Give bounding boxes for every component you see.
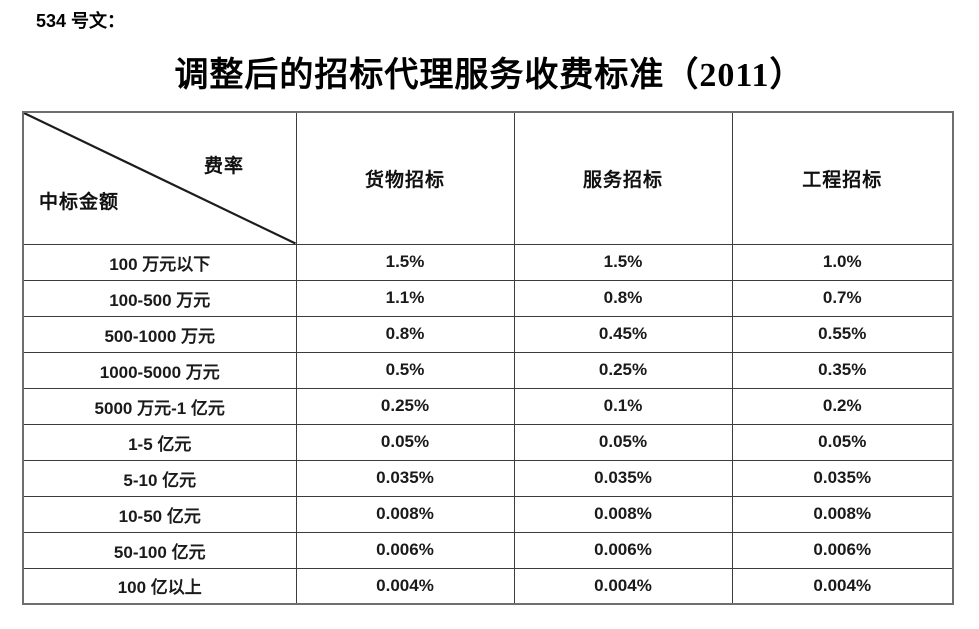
rate-cell: 0.8% bbox=[513, 279, 733, 317]
table-row: 100 万元以下 1.5% 1.5% 1.0% bbox=[22, 243, 954, 281]
rate-cell: 1.0% bbox=[731, 243, 954, 281]
amount-cell: 10-50 亿元 bbox=[22, 495, 297, 533]
rate-cell: 0.035% bbox=[731, 459, 954, 497]
column-header-services: 服务招标 bbox=[513, 111, 733, 245]
header-row: 费率 中标金额 货物招标 服务招标 工程招标 bbox=[22, 111, 954, 245]
rate-cell: 0.35% bbox=[731, 351, 954, 389]
rate-cell: 0.006% bbox=[513, 531, 733, 569]
fee-table-container: 费率 中标金额 货物招标 服务招标 工程招标 100 万元以下 1.5% 1.5% 1… bbox=[22, 111, 954, 605]
rate-cell: 0.006% bbox=[295, 531, 515, 569]
table-row: 10-50 亿元 0.008% 0.008% 0.008% bbox=[22, 495, 954, 533]
corner-label-rate: 费率 bbox=[204, 156, 245, 177]
rate-cell: 0.05% bbox=[731, 423, 954, 461]
fee-table-body: 100 万元以下 1.5% 1.5% 1.0% 100-500 万元 1.1% 0.8% 0.… bbox=[22, 243, 954, 605]
rate-cell: 0.8% bbox=[295, 315, 515, 353]
rate-cell: 0.7% bbox=[731, 279, 954, 317]
rate-cell: 0.035% bbox=[513, 459, 733, 497]
rate-cell: 0.2% bbox=[731, 387, 954, 425]
table-row: 5000 万元-1 亿元 0.25% 0.1% 0.2% bbox=[22, 387, 954, 425]
rate-cell: 0.004% bbox=[731, 567, 954, 605]
table-row: 100-500 万元 1.1% 0.8% 0.7% bbox=[22, 279, 954, 317]
amount-cell: 100 亿以上 bbox=[22, 567, 297, 605]
table-row: 5-10 亿元 0.035% 0.035% 0.035% bbox=[22, 459, 954, 497]
table-row: 100 亿以上 0.004% 0.004% 0.004% bbox=[22, 567, 954, 605]
corner-label-amount: 中标金额 bbox=[39, 192, 120, 213]
page-title: 调整后的招标代理服务收费标准（2011） bbox=[174, 57, 805, 94]
table-row: 50-100 亿元 0.006% 0.006% 0.006% bbox=[22, 531, 954, 569]
rate-cell: 1.5% bbox=[295, 243, 515, 281]
rate-cell: 0.035% bbox=[295, 459, 515, 497]
fee-table: 费率 中标金额 货物招标 服务招标 工程招标 100 万元以下 1.5% 1.5% 1… bbox=[22, 111, 954, 605]
amount-cell: 1000-5000 万元 bbox=[22, 351, 297, 389]
rate-cell: 0.45% bbox=[513, 315, 733, 353]
amount-cell: 500-1000 万元 bbox=[22, 315, 297, 353]
rate-cell: 0.006% bbox=[731, 531, 954, 569]
rate-cell: 0.008% bbox=[731, 495, 954, 533]
doc-number-label: 534 号文： bbox=[36, 11, 126, 31]
rate-cell: 0.25% bbox=[295, 387, 515, 425]
table-row: 1000-5000 万元 0.5% 0.25% 0.35% bbox=[22, 351, 954, 389]
diagonal-divider-line bbox=[24, 113, 295, 243]
rate-cell: 0.05% bbox=[513, 423, 733, 461]
column-header-engineering: 工程招标 bbox=[731, 111, 954, 245]
rate-cell: 0.008% bbox=[295, 495, 515, 533]
rate-cell: 0.008% bbox=[513, 495, 733, 533]
rate-cell: 1.1% bbox=[295, 279, 515, 317]
rate-cell: 0.004% bbox=[513, 567, 733, 605]
rate-cell: 0.25% bbox=[513, 351, 733, 389]
rate-cell: 0.5% bbox=[295, 351, 515, 389]
amount-cell: 100 万元以下 bbox=[22, 243, 297, 281]
amount-cell: 1-5 亿元 bbox=[22, 423, 297, 461]
rate-cell: 0.05% bbox=[295, 423, 515, 461]
corner-header-cell: 费率 中标金额 bbox=[22, 111, 297, 245]
table-row: 1-5 亿元 0.05% 0.05% 0.05% bbox=[22, 423, 954, 461]
rate-cell: 0.004% bbox=[295, 567, 515, 605]
table-row: 500-1000 万元 0.8% 0.45% 0.55% bbox=[22, 315, 954, 353]
amount-cell: 5000 万元-1 亿元 bbox=[22, 387, 297, 425]
amount-cell: 5-10 亿元 bbox=[22, 459, 297, 497]
rate-cell: 1.5% bbox=[513, 243, 733, 281]
rate-cell: 0.55% bbox=[731, 315, 954, 353]
amount-cell: 50-100 亿元 bbox=[22, 531, 297, 569]
rate-cell: 0.1% bbox=[513, 387, 733, 425]
amount-cell: 100-500 万元 bbox=[22, 279, 297, 317]
column-header-goods: 货物招标 bbox=[295, 111, 515, 245]
